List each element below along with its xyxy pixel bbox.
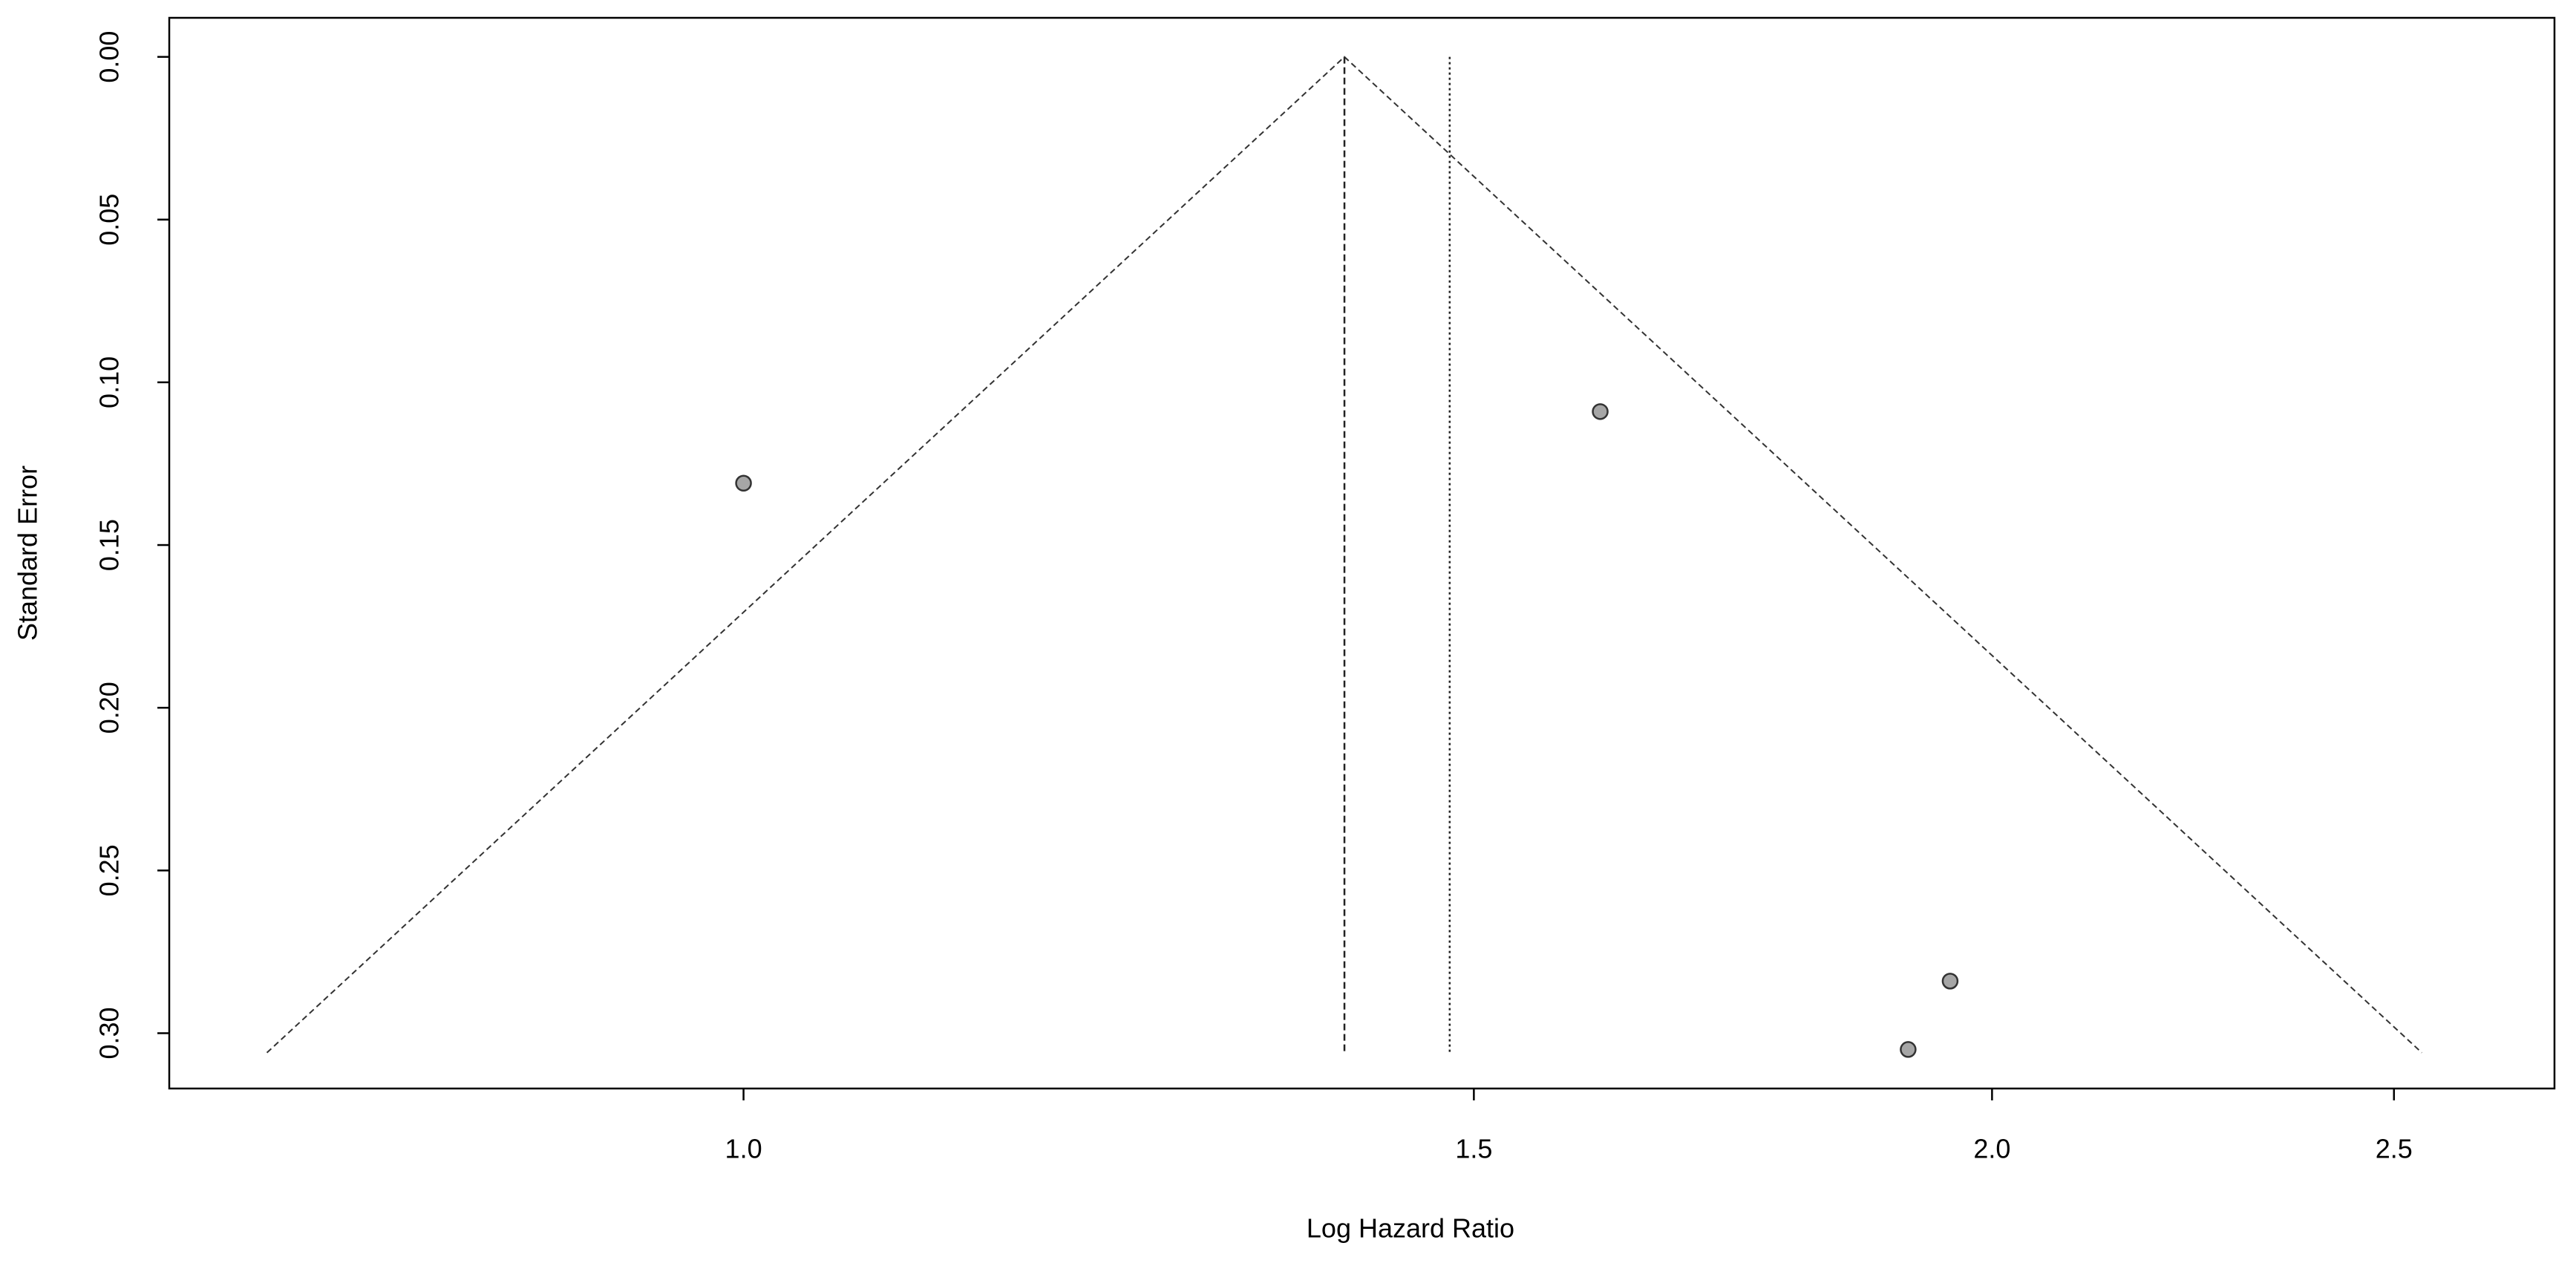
y-axis-title: Standard Error	[13, 466, 43, 641]
y-tick-label: 0.30	[94, 1007, 125, 1059]
data-point	[1592, 403, 1609, 420]
plot-frame	[168, 16, 2556, 1090]
x-tick-label: 1.5	[1455, 1134, 1492, 1164]
data-point	[1941, 973, 1959, 990]
x-axis-title: Log Hazard Ratio	[1307, 1213, 1514, 1244]
y-tick-label: 0.00	[94, 31, 125, 83]
x-tick-label: 2.0	[1973, 1134, 2010, 1164]
y-tick-label: 0.10	[94, 356, 125, 408]
data-point	[1900, 1041, 1917, 1058]
x-tick-label: 2.5	[2376, 1134, 2413, 1164]
data-point	[735, 474, 752, 492]
y-tick-label: 0.05	[94, 194, 125, 246]
y-tick-label: 0.20	[94, 682, 125, 734]
y-tick-label: 0.25	[94, 844, 125, 896]
x-tick-label: 1.0	[725, 1134, 762, 1164]
y-tick-label: 0.15	[94, 519, 125, 571]
